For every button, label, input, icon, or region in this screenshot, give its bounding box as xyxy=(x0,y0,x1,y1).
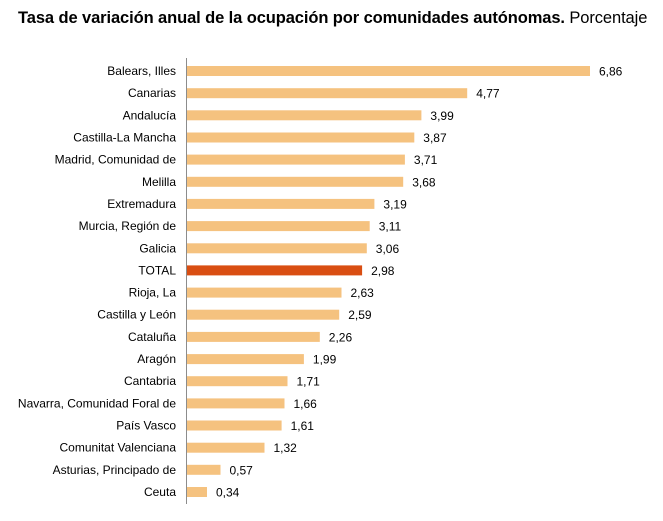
value-label-pais-vasco: 1,61 xyxy=(291,419,315,433)
value-label-canarias: 4,77 xyxy=(476,87,500,101)
bar-andalucia xyxy=(187,110,422,121)
value-label-melilla: 3,68 xyxy=(412,175,436,189)
value-label-andalucia: 3,99 xyxy=(430,109,454,123)
value-label-madrid-comunidad-de: 3,71 xyxy=(414,153,438,167)
category-label-asturias-principado-de: Asturias, Principado de xyxy=(53,463,177,477)
value-label-balears-illes: 6,86 xyxy=(599,65,623,79)
category-labels-group: Balears, Illes Canarias Andalucía Castilla-… xyxy=(18,64,176,499)
category-label-canarias: Canarias xyxy=(128,86,176,100)
bar-ceuta xyxy=(187,487,207,497)
bar-cantabria xyxy=(187,376,288,387)
value-label-aragon: 1,99 xyxy=(313,353,337,367)
bars-group xyxy=(187,66,590,497)
category-label-pais-vasco: País Vasco xyxy=(116,419,176,433)
value-label-castilla-y-leon: 2,59 xyxy=(348,308,372,322)
bar-aragon xyxy=(187,354,304,365)
value-labels-group: 6,86 4,77 3,99 3,87 3,71 3,68 3,19 3,11 3,06 2,98… xyxy=(216,65,623,500)
bar-madrid-comunidad-de xyxy=(187,154,405,165)
chart-subtitle: Porcentaje xyxy=(569,9,648,27)
bar-asturias-principado-de xyxy=(187,464,221,475)
value-label-murcia-region-de: 3,11 xyxy=(379,220,402,234)
bar-balears-illes xyxy=(187,66,590,76)
value-label-galicia: 3,06 xyxy=(376,242,400,256)
category-label-rioja-la: Rioja, La xyxy=(129,286,177,300)
category-label-navarra-comunidad-foral-de: Navarra, Comunidad Foral de xyxy=(18,396,176,410)
bar-total xyxy=(187,265,363,276)
category-label-galicia: Galicia xyxy=(139,241,176,255)
value-label-castilla-la-mancha: 3,87 xyxy=(423,131,447,145)
category-label-aragon: Aragón xyxy=(137,352,176,366)
bar-galicia xyxy=(187,243,367,254)
category-label-andalucia: Andalucía xyxy=(123,108,177,122)
bar-pais-vasco xyxy=(187,420,282,431)
bar-melilla xyxy=(187,176,404,187)
category-label-balears-illes: Balears, Illes xyxy=(107,64,176,78)
category-label-castilla-la-mancha: Castilla-La Mancha xyxy=(73,131,176,145)
bar-rioja-la xyxy=(187,287,342,298)
category-label-cantabria: Cantabria xyxy=(124,374,176,388)
bar-comunitat-valenciana xyxy=(187,442,265,453)
category-label-ceuta: Ceuta xyxy=(144,485,176,499)
category-label-extremadura: Extremadura xyxy=(107,197,176,211)
bar-castilla-la-mancha xyxy=(187,132,415,143)
chart-title: Tasa de variación anual de la ocupación … xyxy=(18,9,647,28)
value-label-comunitat-valenciana: 1,32 xyxy=(274,441,298,455)
bar-canarias xyxy=(187,88,468,99)
value-label-cantabria: 1,71 xyxy=(297,375,321,389)
value-label-total: 2,98 xyxy=(371,264,395,278)
bar-extremadura xyxy=(187,198,375,209)
category-label-castilla-y-leon: Castilla y León xyxy=(97,308,176,322)
value-label-ceuta: 0,34 xyxy=(216,486,240,500)
bar-cataluna xyxy=(187,331,320,342)
value-label-rioja-la: 2,63 xyxy=(351,286,375,300)
chart-title-main: Tasa de variación anual de la ocupación … xyxy=(18,9,565,27)
bar-navarra-comunidad-foral-de xyxy=(187,398,285,409)
category-label-murcia-region-de: Murcia, Región de xyxy=(79,219,177,233)
category-label-comunitat-valenciana: Comunitat Valenciana xyxy=(59,441,176,455)
category-label-madrid-comunidad-de: Madrid, Comunidad de xyxy=(55,153,177,167)
category-label-melilla: Melilla xyxy=(142,175,176,189)
bar-castilla-y-leon xyxy=(187,309,340,320)
category-label-total: TOTAL xyxy=(138,263,176,277)
bar-murcia-region-de xyxy=(187,221,370,232)
value-label-navarra-comunidad-foral-de: 1,66 xyxy=(294,397,318,411)
category-label-cataluna: Cataluña xyxy=(128,330,176,344)
value-label-asturias-principado-de: 0,57 xyxy=(230,463,254,477)
value-label-extremadura: 3,19 xyxy=(383,197,407,211)
value-label-cataluna: 2,26 xyxy=(329,330,353,344)
